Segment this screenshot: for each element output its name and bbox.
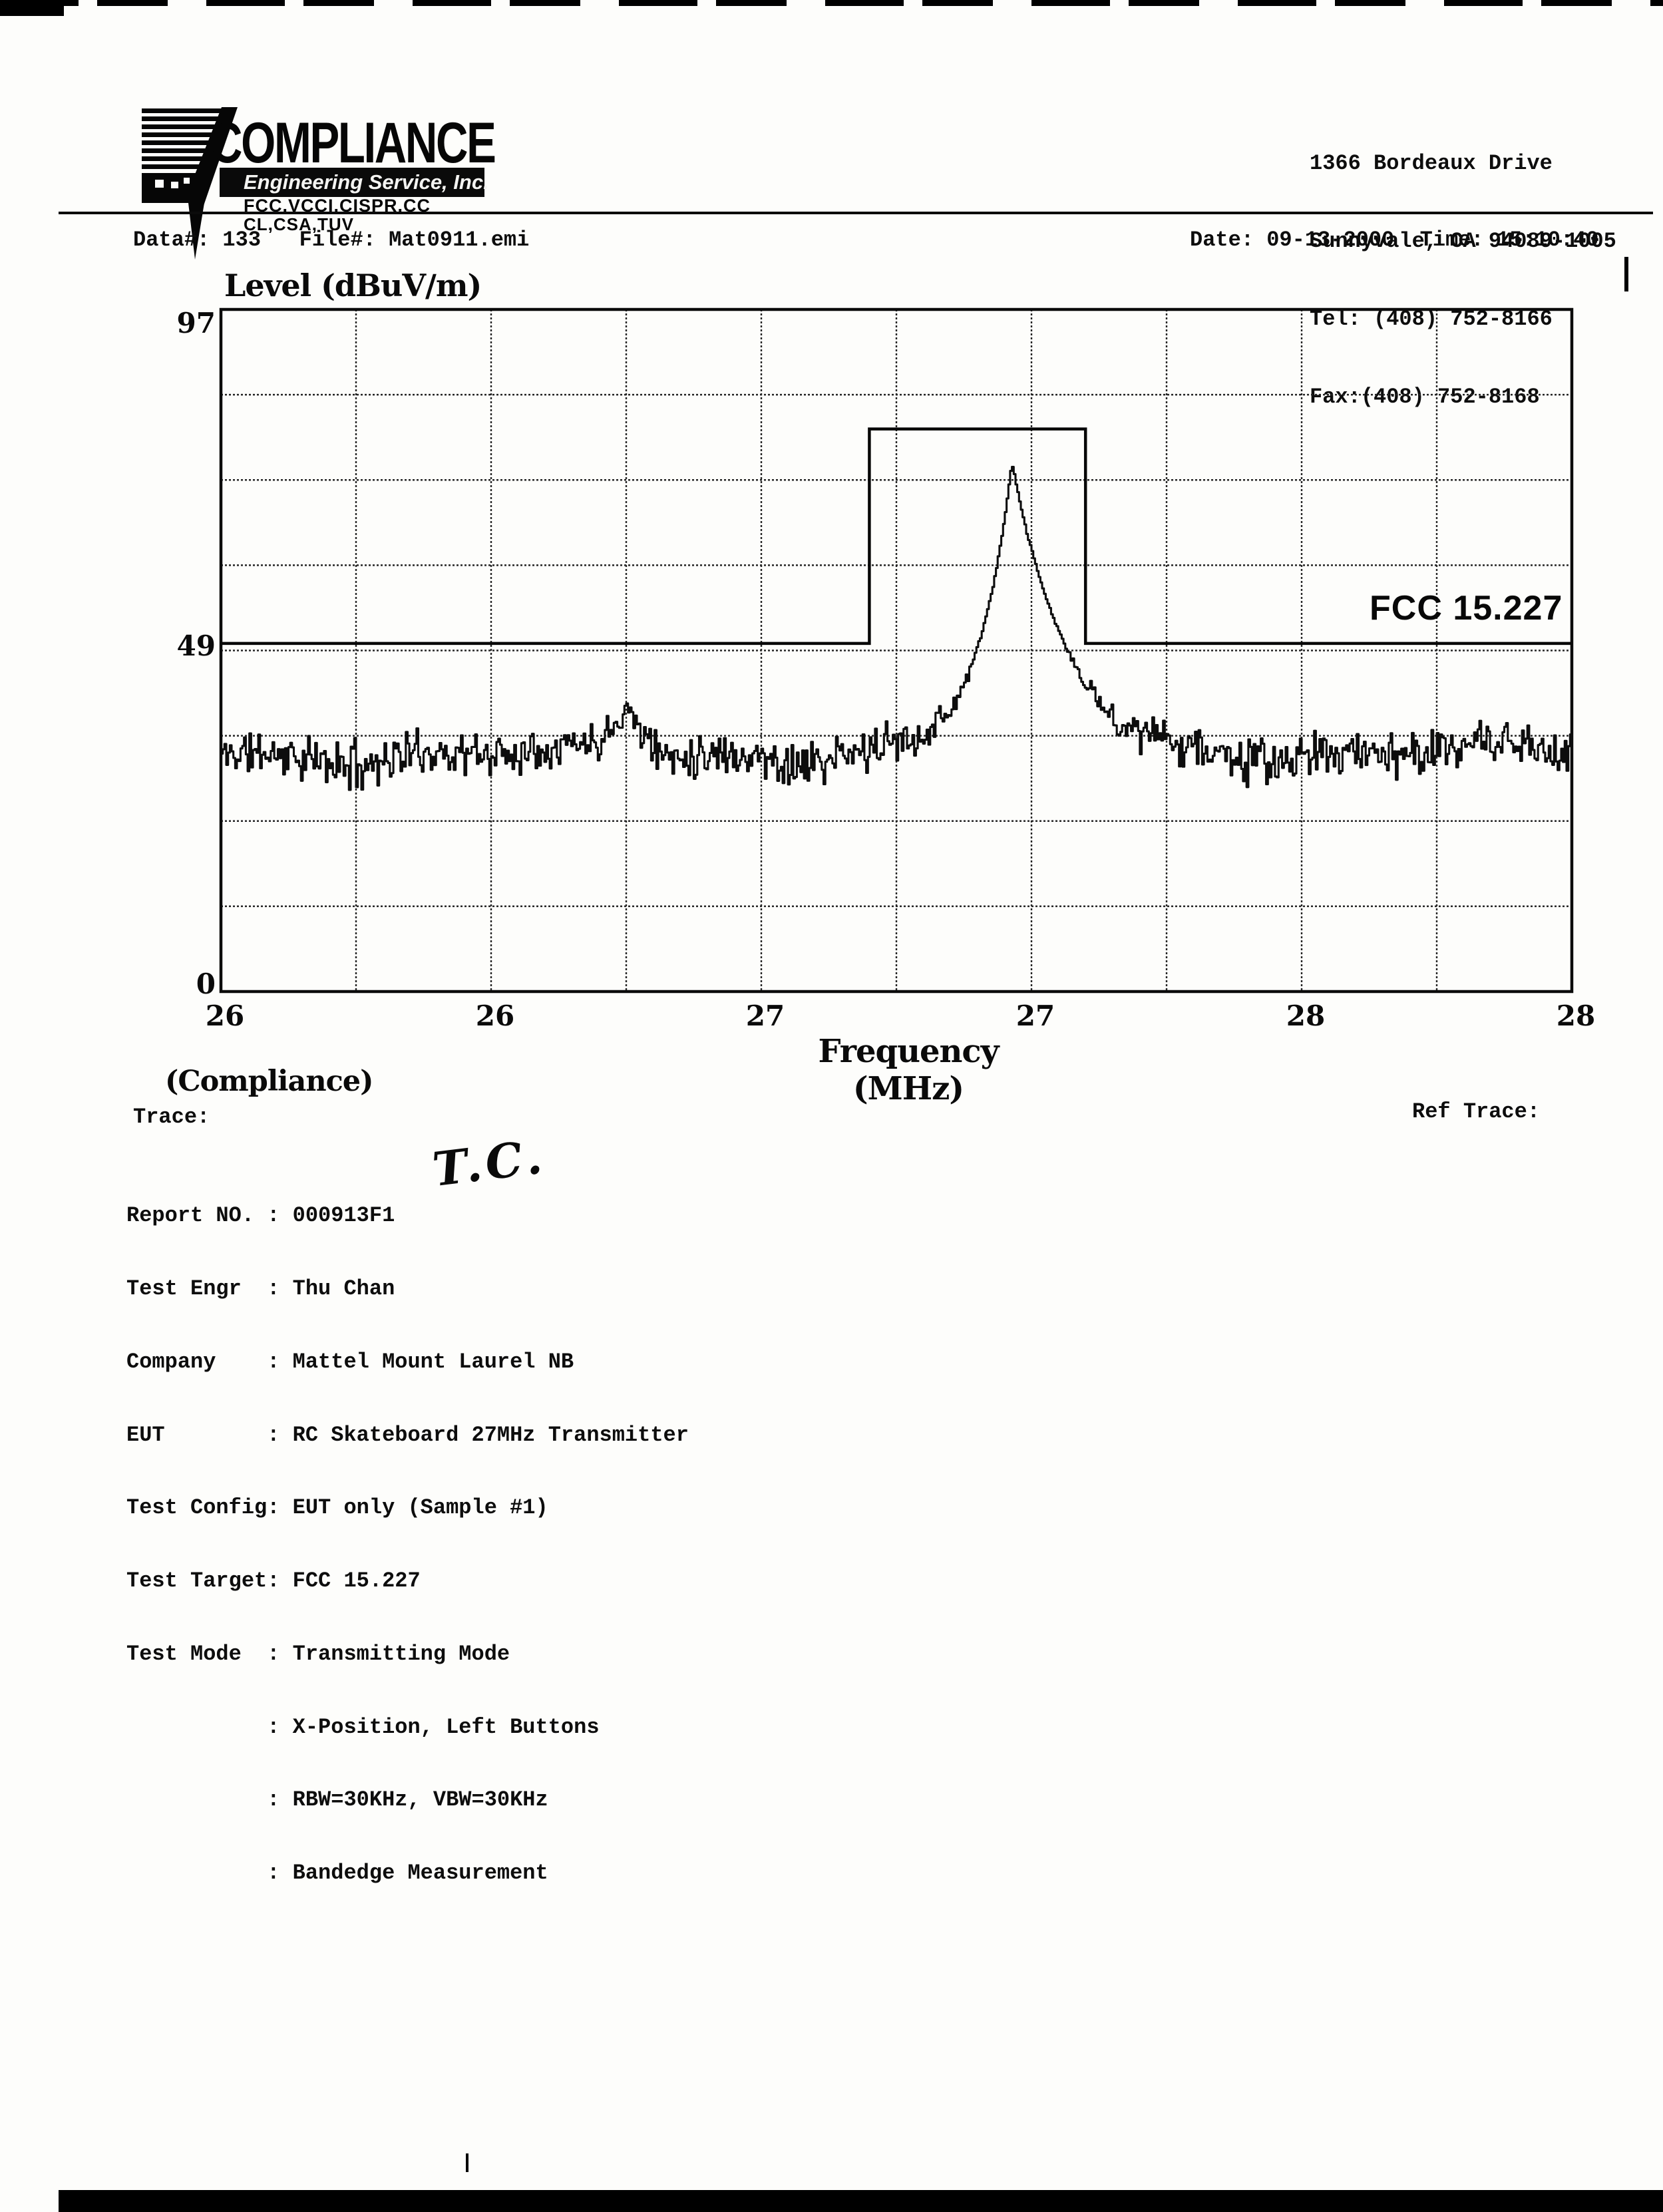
company-address: 1366 Bordeaux Drive Sunnyvale, CA 94089-…: [1310, 98, 1616, 462]
y-tick-label: 49: [176, 630, 216, 663]
address-line: Fax:(408) 752-8168: [1310, 385, 1540, 409]
report-line-test-config: Test Config: EUT only (Sample #1): [126, 1495, 548, 1521]
scan-artifact-corner-blob: [0, 0, 64, 16]
report-line-mode-2: : X-Position, Left Buttons: [126, 1714, 600, 1740]
x-tick-label: 28: [1556, 1000, 1596, 1032]
ref-trace-label: Ref Trace:: [1412, 1099, 1541, 1124]
address-line: Sunnyvale, CA 94089-1005: [1310, 229, 1616, 254]
x-tick-label: 28: [1286, 1000, 1326, 1032]
report-details-block: Report NO. : 000913F1 Test Engr : Thu Ch…: [126, 1155, 689, 1935]
logo-certifications-line2: CL,CSA,TUV: [244, 214, 354, 234]
report-line-test-target: Test Target: FCC 15.227: [126, 1568, 421, 1594]
y-tick-label: 97: [176, 307, 216, 339]
x-tick-label: 26: [205, 1000, 245, 1032]
address-line: Tel: (408) 752-8166: [1310, 307, 1553, 331]
report-line-company: Company : Mattel Mount Laurel NB: [126, 1349, 574, 1374]
company-logo-name: COMPLIANCE: [210, 111, 496, 175]
y-axis-title: Level (dBuV/m): [224, 268, 482, 303]
report-line-mode-3: : RBW=30KHz, VBW=30KHz: [126, 1787, 548, 1813]
x-tick-label: 27: [745, 1000, 785, 1032]
compliance-caption: (Compliance): [165, 1065, 373, 1098]
report-line-mode-4: : Bandedge Measurement: [126, 1861, 548, 1886]
header-rule: [59, 212, 1653, 214]
date-time-info: Date: 09-13-2000 Time: 15:10:40: [1190, 228, 1599, 252]
trace-label: Trace:: [133, 1105, 210, 1129]
company-logo-subtitle: Engineering Service, Inc.: [244, 170, 489, 194]
x-tick-label: 26: [475, 1000, 515, 1032]
limit-line-label: FCC 15.227: [1370, 589, 1563, 628]
logo-mark-icon: [142, 107, 238, 260]
y-tick-label: 0: [196, 968, 216, 1000]
report-line-report-no: Report NO. : 000913F1: [126, 1203, 395, 1228]
x-axis-title: Frequency (MHz): [818, 1033, 999, 1107]
scan-artifact-right-mark: [1624, 257, 1628, 291]
x-tick-label: 27: [1016, 1000, 1055, 1032]
scan-artifact-top-strip: [0, 0, 1663, 6]
scan-artifact-bottom-tick: [466, 2153, 468, 2172]
data-file-info: Data#: 133 File#: Mat0911.emi: [133, 228, 530, 252]
report-line-test-mode: Test Mode : Transmitting Mode: [126, 1641, 510, 1666]
logo-subtitle-bar: [220, 168, 484, 197]
scan-artifact-bottom-bar: [59, 2190, 1663, 2212]
address-line: 1366 Bordeaux Drive: [1310, 151, 1553, 176]
report-line-test-engr: Test Engr : Thu Chan: [126, 1276, 395, 1301]
report-line-eut: EUT : RC Skateboard 27MHz Transmitter: [126, 1422, 689, 1447]
